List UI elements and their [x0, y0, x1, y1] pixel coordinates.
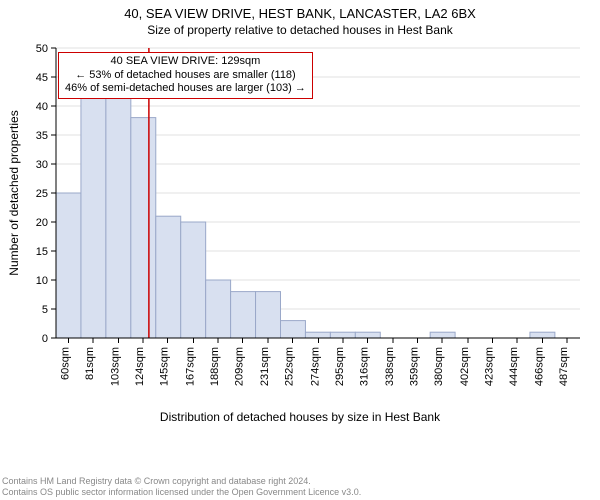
x-tick-label: 188sqm: [209, 347, 221, 386]
title-address: 40, SEA VIEW DRIVE, HEST BANK, LANCASTER…: [0, 6, 600, 23]
footer-line-2: Contains OS public sector information li…: [2, 487, 361, 498]
attribution-footer: Contains HM Land Registry data © Crown c…: [2, 476, 361, 498]
x-tick-label: 380sqm: [433, 347, 445, 386]
x-tick-label: 145sqm: [159, 347, 171, 386]
x-tick-label: 444sqm: [508, 347, 520, 386]
x-tick-label: 402sqm: [459, 347, 471, 386]
x-tick-label: 359sqm: [409, 347, 421, 386]
y-tick-label: 5: [42, 304, 48, 316]
y-tick-label: 40: [36, 101, 48, 113]
x-tick-label: 338sqm: [384, 347, 396, 386]
x-tick-label: 167sqm: [184, 347, 196, 386]
chart-titles: 40, SEA VIEW DRIVE, HEST BANK, LANCASTER…: [0, 0, 600, 38]
y-tick-label: 30: [36, 159, 48, 171]
histogram-bar: [106, 89, 131, 338]
histogram-bar: [56, 193, 81, 338]
footer-line-1: Contains HM Land Registry data © Crown c…: [2, 476, 361, 487]
x-tick-label: 487sqm: [558, 347, 570, 386]
histogram-bar: [131, 118, 156, 338]
overlay-headline: 40 SEA VIEW DRIVE: 129sqm: [65, 55, 306, 68]
x-tick-label: 209sqm: [233, 347, 245, 386]
y-tick-label: 35: [36, 130, 48, 142]
x-tick-label: 124sqm: [134, 347, 146, 386]
histogram-bar: [156, 217, 181, 339]
y-tick-label: 15: [36, 246, 48, 258]
x-axis-label: Distribution of detached houses by size …: [0, 410, 600, 424]
histogram-bar: [330, 333, 355, 339]
histogram-bar: [231, 292, 256, 338]
y-tick-label: 25: [36, 188, 48, 200]
y-axis-label: Number of detached properties: [7, 111, 21, 276]
y-tick-label: 50: [36, 43, 48, 55]
y-tick-label: 20: [36, 217, 48, 229]
histogram-bar: [181, 222, 206, 338]
histogram-bar: [430, 333, 455, 339]
overlay-larger: 46% of semi-detached houses are larger (…: [65, 82, 306, 95]
x-tick-label: 316sqm: [358, 347, 370, 386]
histogram-bar: [81, 95, 106, 339]
x-tick-label: 81sqm: [84, 347, 96, 380]
histogram-bar: [530, 333, 555, 339]
x-tick-label: 103sqm: [110, 347, 122, 386]
histogram-bar: [206, 280, 231, 338]
histogram-bar: [355, 333, 380, 339]
x-tick-label: 274sqm: [309, 347, 321, 386]
chart-container: 0 5 10 15 20 25 30 35 40 45 50 60sqm 81sqm 103sqm 124s…: [0, 38, 600, 408]
x-tick-label: 295sqm: [334, 347, 346, 386]
histogram-bar: [256, 292, 281, 338]
x-tick-label: 252sqm: [284, 347, 296, 386]
title-subtitle: Size of property relative to detached ho…: [0, 23, 600, 39]
histogram-bar: [280, 321, 305, 338]
overlay-smaller: ← 53% of detached houses are smaller (11…: [65, 69, 306, 82]
histogram-bar: [305, 333, 330, 339]
property-marker-overlay: 40 SEA VIEW DRIVE: 129sqm ← 53% of detac…: [58, 52, 313, 99]
y-tick-label: 45: [36, 72, 48, 84]
x-tick-label: 466sqm: [534, 347, 546, 386]
x-tick-label: 231sqm: [259, 347, 271, 386]
y-tick-label: 10: [36, 275, 48, 287]
y-tick-label: 0: [42, 333, 48, 345]
x-tick-label: 423sqm: [483, 347, 495, 386]
x-tick-label: 60sqm: [59, 347, 71, 380]
